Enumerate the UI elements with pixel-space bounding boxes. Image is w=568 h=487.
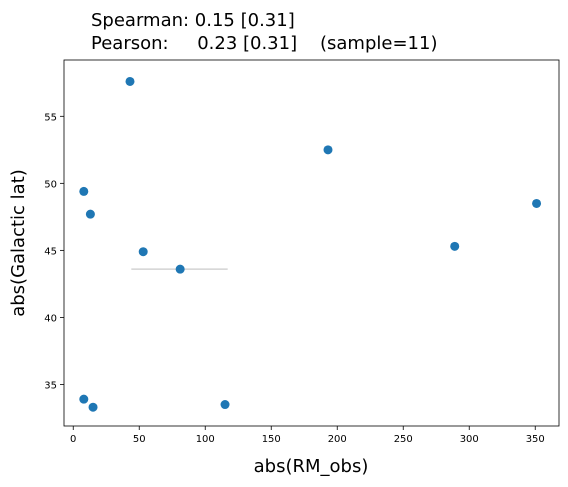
data-point: [79, 186, 89, 196]
y-tick-label: 55: [44, 112, 57, 123]
data-point: [532, 198, 542, 208]
y-tick-label: 35: [44, 380, 57, 391]
plot-area-frame: [63, 59, 560, 427]
chart-title-line1: Spearman: 0.15 [0.31]: [91, 10, 295, 31]
x-tick-label: 300: [460, 434, 479, 445]
data-point: [175, 264, 185, 274]
data-point: [85, 209, 95, 219]
y-tick-label: 40: [44, 313, 57, 324]
x-axis-title: abs(RM_obs): [254, 456, 369, 477]
x-tick-label: 100: [196, 434, 215, 445]
y-tick-label: 45: [44, 246, 57, 257]
x-tick-label: 0: [70, 434, 76, 445]
x-tick-label: 350: [526, 434, 545, 445]
data-point: [323, 145, 333, 155]
data-point: [450, 241, 460, 251]
data-point: [79, 394, 89, 404]
y-axis-title: abs(Galactic lat): [8, 169, 29, 317]
y-axis-ticks: 35 40 45 50 55: [44, 112, 64, 391]
data-point: [125, 76, 135, 86]
x-tick-label: 200: [328, 434, 347, 445]
x-axis-ticks: 0 50 100 150 200 250 300 350: [70, 426, 545, 445]
chart-title-line2: Pearson: 0.23 [0.31] (sample=11): [91, 33, 437, 54]
x-tick-label: 150: [262, 434, 281, 445]
data-point: [88, 402, 98, 412]
y-tick-label: 50: [44, 179, 57, 190]
data-point: [220, 400, 230, 410]
x-tick-label: 50: [133, 434, 146, 445]
x-tick-label: 250: [394, 434, 413, 445]
point-layer: [79, 76, 542, 412]
data-point: [138, 247, 148, 257]
